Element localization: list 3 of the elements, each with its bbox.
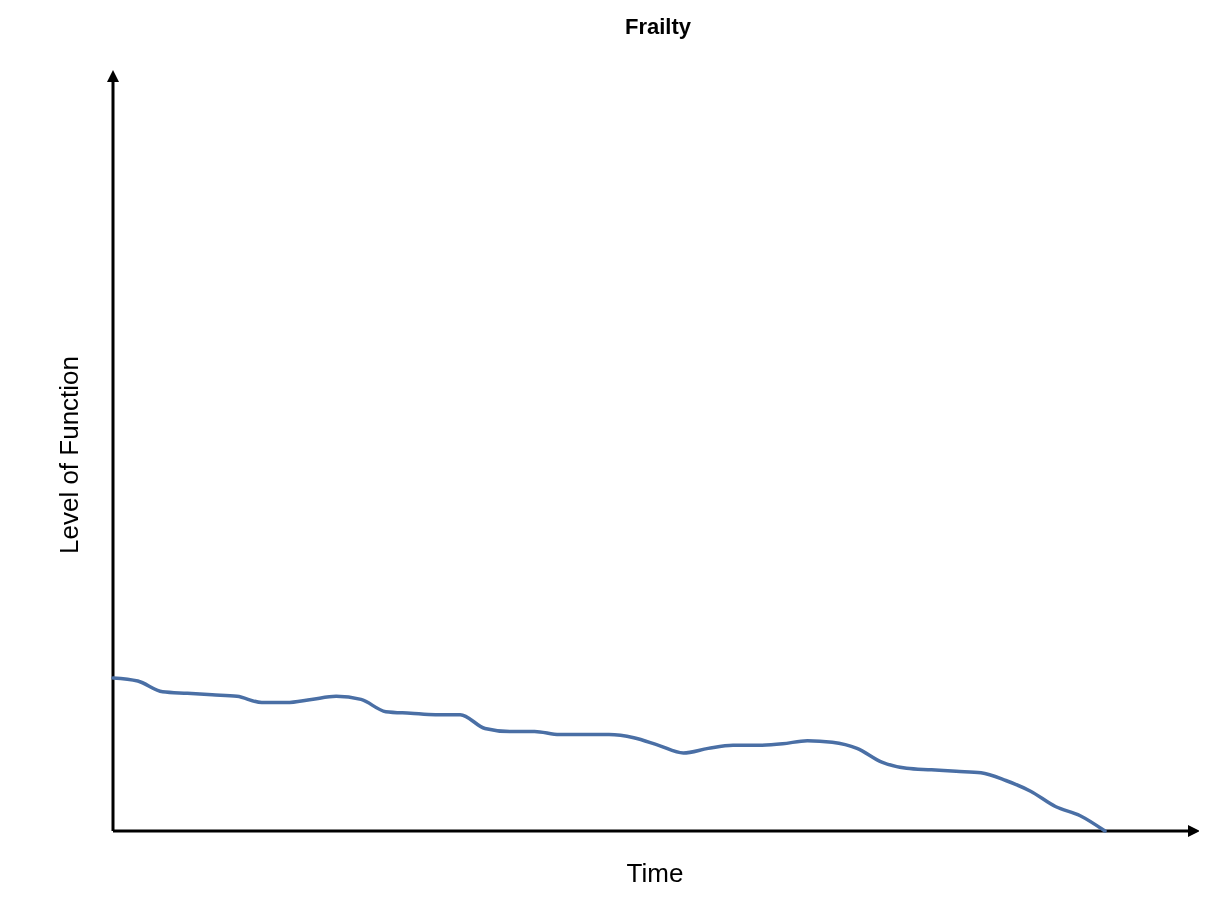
y-axis-title: Level of Function — [54, 355, 84, 555]
chart-title: Frailty — [624, 14, 692, 39]
x-axis-title: Time — [626, 858, 684, 888]
